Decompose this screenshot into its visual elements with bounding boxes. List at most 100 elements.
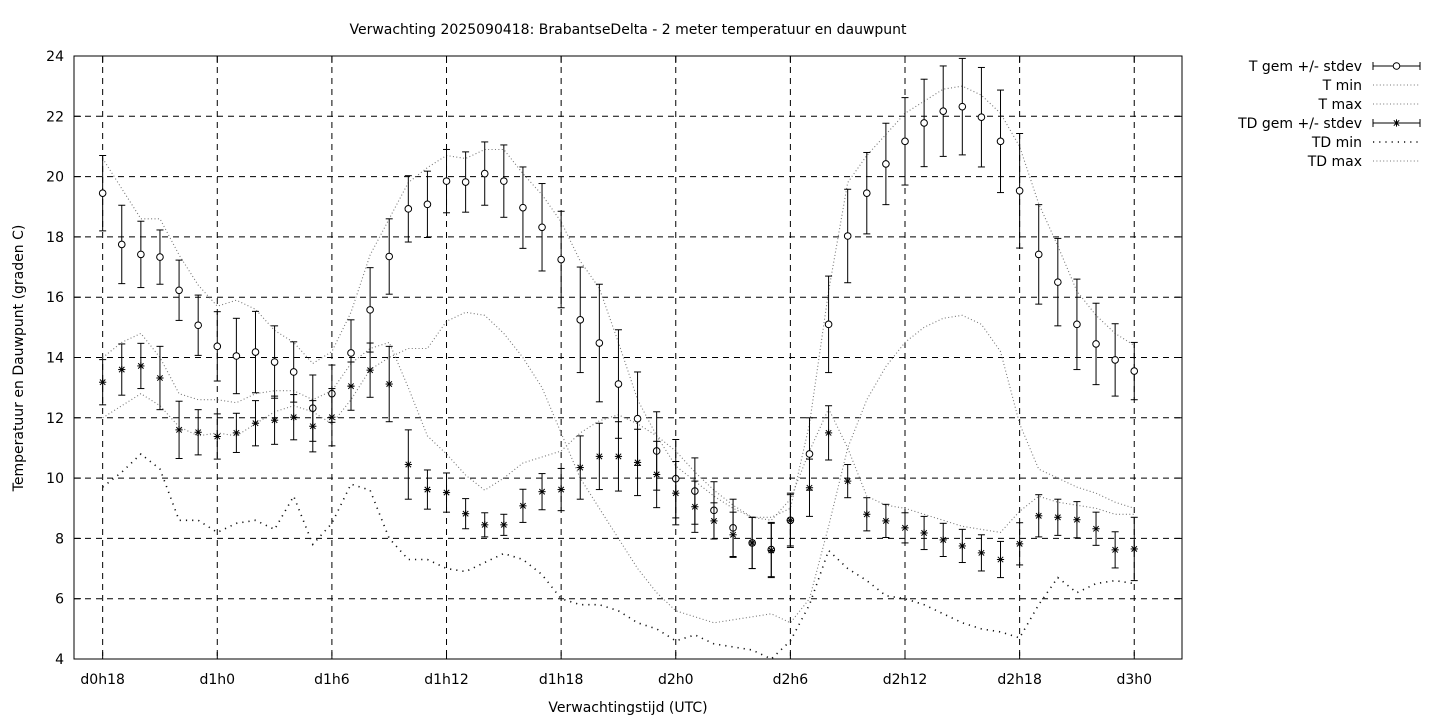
star-marker [614,452,623,460]
x-tick-label: d2h6 [773,672,809,688]
legend-marker [1392,62,1401,70]
x-tick-label: d1h0 [199,672,235,688]
star-marker [137,362,145,370]
data-point [862,189,871,197]
star-marker [691,503,699,511]
star-marker [423,485,432,494]
star-marker [194,428,202,436]
star-marker [462,510,470,518]
y-tick-label: 22 [46,109,64,125]
y-tick-label: 24 [46,49,64,65]
y-tick-label: 20 [46,170,64,186]
x-tick-label: d1h6 [314,672,350,688]
data-point [614,380,623,388]
data-point [1015,186,1024,195]
data-point [1111,356,1119,364]
data-point [366,306,374,314]
star-marker [538,488,546,496]
star-marker [481,521,489,529]
star-marker [767,546,775,555]
y-tick-label: 8 [55,531,64,547]
data-point [557,255,565,264]
legend-label-3: TD gem +/- stdev [1237,116,1362,132]
star-marker [118,365,126,374]
star-marker [1016,540,1024,548]
legend: T gem +/- stdev T min T max TD gem +/- stde… [1237,59,1421,170]
x-tick-label: d0h18 [80,672,124,688]
star-marker [1054,513,1062,521]
series-errorbars-0 [98,57,1139,578]
star-marker [519,502,527,510]
data-point [977,113,986,122]
data-point [289,368,298,376]
star-marker [156,374,164,382]
series-layer [98,57,1139,660]
data-point [824,320,833,329]
data-point [633,414,642,423]
x-tick-label: d1h12 [424,672,468,688]
legend-label-5: TD max [1307,154,1362,170]
x-tick-label: d1h18 [539,672,583,688]
star-marker [901,524,909,532]
star-marker [1073,516,1081,524]
data-point [347,349,355,357]
star-marker [672,489,680,497]
star-marker [996,555,1005,564]
star-marker [863,510,871,518]
data-point [939,107,948,115]
y-tick-label: 14 [46,351,64,367]
star-marker [270,416,279,424]
legend-label-0: T gem +/- stdev [1248,59,1362,75]
star-marker [824,429,833,437]
star-marker [557,485,565,494]
y-tick-label: 6 [55,592,64,608]
star-marker [1111,546,1119,554]
star-marker [251,419,260,427]
grid-lines [74,56,1182,659]
star-marker [653,470,661,479]
star-marker [844,477,852,485]
legend-label-4: TD min [1311,135,1362,151]
star-marker [309,422,317,430]
star-marker [347,382,355,390]
data-point [595,339,604,347]
x-tick-label: d2h12 [883,672,927,688]
data-point [98,189,107,197]
star-marker [729,531,737,539]
star-marker [99,378,107,386]
data-point [442,177,451,185]
y-tick-label: 10 [46,471,64,487]
x-tick-label: d2h18 [997,672,1041,688]
chart-title: Verwachting 2025090418: BrabantseDelta -… [349,22,907,38]
data-point [137,250,145,259]
data-point [270,358,279,366]
x-tick-label: d2h0 [658,672,694,688]
data-point [213,342,222,351]
star-marker [1392,119,1401,127]
data-point [958,102,967,111]
data-point [1092,340,1100,348]
star-marker [633,458,642,467]
star-marker [1130,545,1138,553]
data-point [385,252,394,261]
axis-ticks: 4 6 8 10 12 14 16 18 20 22 24 d0h18 d1h0 d1h6 d1h12 d1h… [46,49,1182,688]
data-point [1130,367,1139,375]
data-point [805,450,814,458]
star-marker [939,536,947,544]
y-axis-label: Temperatuur en Dauwpunt (graden C) [11,225,27,493]
data-point [423,200,432,209]
star-marker [710,517,718,525]
data-point [1034,250,1043,259]
data-point [117,240,126,249]
star-marker [805,484,814,492]
legend-label-1: T min [1322,78,1362,94]
data-point [500,177,508,185]
star-marker [576,463,584,472]
star-marker [595,452,603,460]
data-point [882,160,890,168]
star-marker [442,488,451,497]
y-tick-label: 12 [46,411,64,427]
star-marker [977,549,986,557]
star-marker [366,366,374,374]
